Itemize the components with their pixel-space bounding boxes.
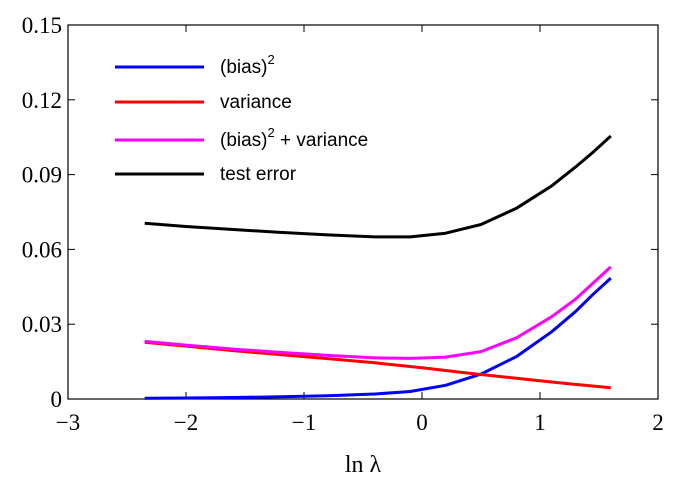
y-tick-label: 0.03 [22, 312, 62, 337]
axis-ticks: −3 −2 −1 0 1 2 0 0.03 0.06 0.09 0.12 0.15 [22, 13, 664, 435]
y-tick-label: 0.06 [22, 237, 62, 262]
legend-label: test error [220, 164, 297, 185]
x-tick-label: −1 [292, 410, 316, 435]
x-axis-label: ln λ [345, 452, 382, 478]
x-tick-label: −3 [56, 410, 80, 435]
y-tick-label: 0 [51, 387, 63, 412]
x-tick-label: 0 [416, 410, 428, 435]
series-line-bias [144, 276, 612, 400]
legend-label: (bias)2 [220, 52, 275, 78]
series-line-bias [144, 265, 612, 360]
y-tick-label: 0.15 [22, 13, 62, 38]
legend-label: (bias)2 + variance [220, 125, 368, 151]
series-line-variance [144, 340, 611, 390]
legend: (bias)2 variance (bias)2 + variance test er… [115, 52, 368, 185]
x-tick-label: −2 [174, 410, 198, 435]
series-line-test-error [144, 134, 612, 239]
series-lines [144, 134, 612, 400]
y-tick-label: 0.09 [22, 163, 62, 188]
y-tick-label: 0.12 [22, 88, 62, 113]
plot-frame [67, 24, 659, 400]
x-tick-label: 1 [534, 410, 546, 435]
plot-frame-box [67, 24, 659, 400]
legend-label: variance [220, 92, 292, 113]
x-tick-label: 2 [652, 410, 664, 435]
